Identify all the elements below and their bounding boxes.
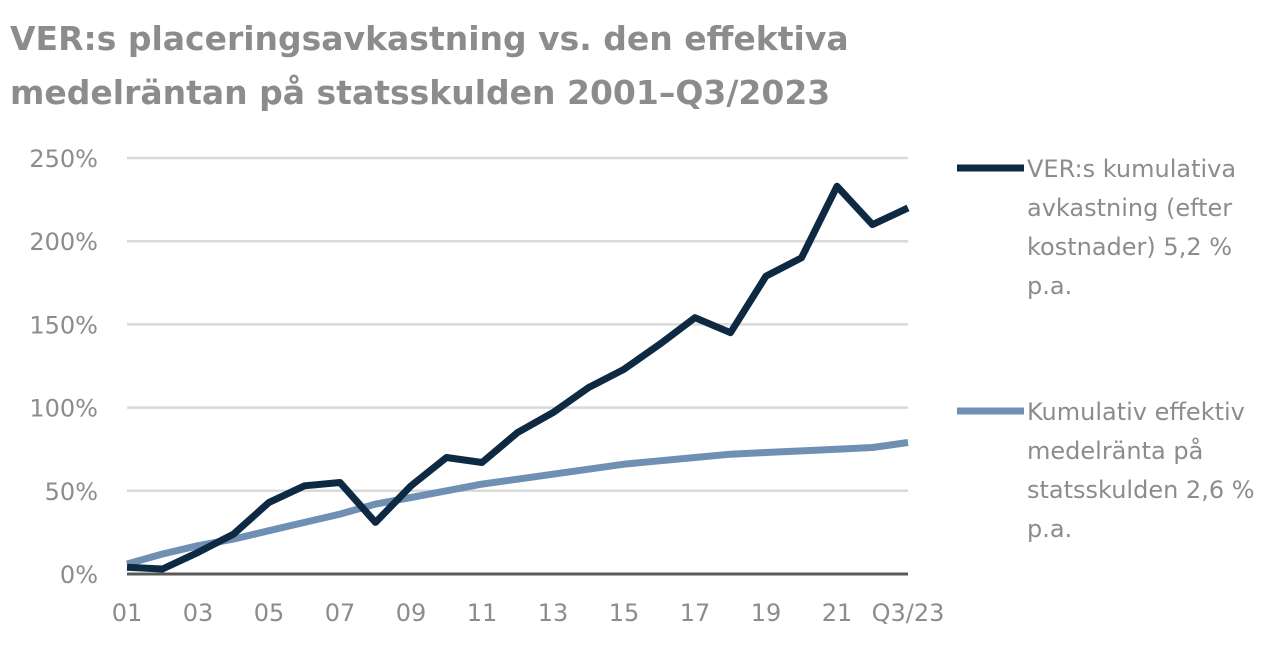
x-tick-label: 03: [183, 599, 214, 627]
x-tick-label: 11: [467, 599, 498, 627]
x-tick-label: 05: [254, 599, 285, 627]
x-tick-label: 21: [822, 599, 853, 627]
legend: VER:s kumulativa avkastning (efter kostnad…: [957, 155, 1255, 543]
chart-title-line-1: VER:s placeringsavkastning vs. den effek…: [10, 19, 849, 58]
legend-label-1: VER:s kumulativa avkastning (efter kostnad…: [1027, 155, 1236, 300]
x-tick-label: 15: [609, 599, 640, 627]
chart-title-line-2: medelräntan på statsskulden 2001–Q3/2023: [10, 73, 831, 112]
x-tick-label: Q3/23: [872, 599, 945, 627]
y-tick-label: 50%: [45, 478, 98, 506]
x-tick-label: 17: [680, 599, 711, 627]
y-tick-label: 250%: [29, 145, 98, 173]
series-line-2: [126, 439, 909, 568]
y-tick-label: 0%: [60, 561, 98, 589]
y-tick-label: 100%: [29, 395, 98, 423]
series-line-1: [126, 182, 910, 573]
axes: 0% 50% 100% 150% 200% 250% 01 03 05 07 09 11 13 15 17 1…: [29, 145, 944, 627]
gridlines: [127, 156, 908, 493]
y-tick-label: 150%: [29, 311, 98, 339]
x-tick-label: 07: [325, 599, 356, 627]
chart-title: VER:s placeringsavkastning vs. den effek…: [10, 12, 910, 120]
x-tick-label: 09: [396, 599, 427, 627]
series-lines: [126, 182, 910, 573]
x-tick-label: 19: [751, 599, 782, 627]
x-tick-label: 01: [112, 599, 143, 627]
y-tick-label: 200%: [29, 228, 98, 256]
legend-label-2: Kumulativ effektiv medelränta på statsskul…: [1027, 398, 1255, 543]
x-tick-label: 13: [538, 599, 569, 627]
